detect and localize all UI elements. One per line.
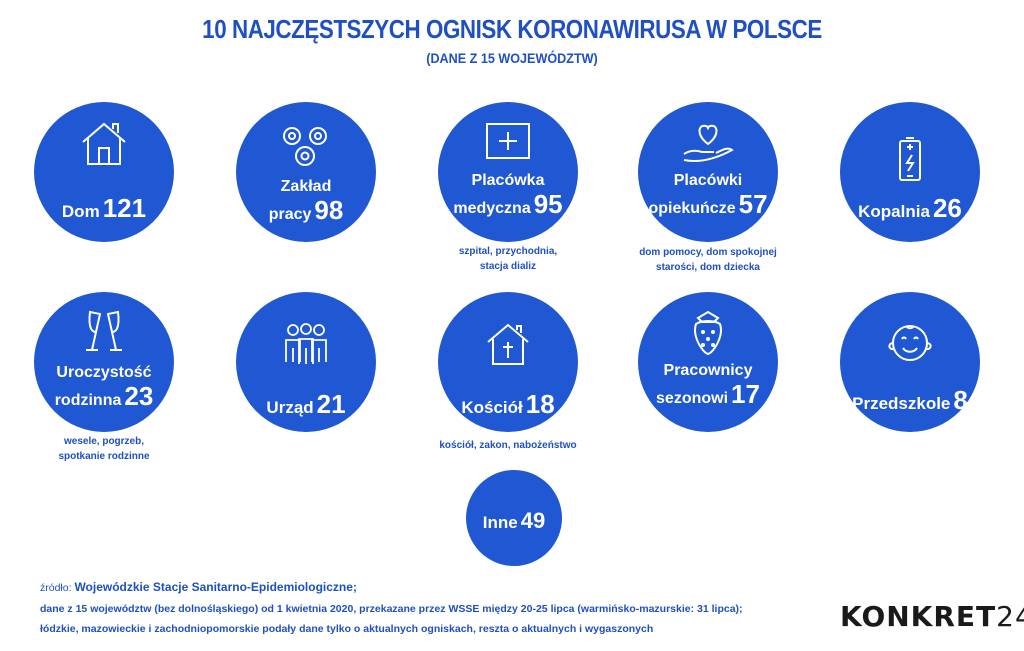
note-uroczystosc-rodzinna: wesele, pogrzeb, spotkanie rodzinne	[58, 436, 150, 462]
church-icon	[487, 323, 529, 365]
value: 26	[932, 193, 962, 223]
label-line-1: Zakład	[280, 178, 332, 195]
label-line-1: Uroczystość	[56, 364, 152, 381]
value: 8	[953, 385, 968, 415]
circle-inne: Inne 49	[466, 470, 562, 566]
footer-line-2: dane z 15 województw (bez dolnośląskiego…	[40, 603, 743, 615]
circle-urzad: Urząd 21	[236, 292, 376, 432]
label: Dom	[61, 202, 100, 221]
champagne-glasses-icon	[86, 310, 122, 351]
source-prefix: źródło:	[40, 582, 72, 594]
circle-dom: Dom 121	[34, 102, 174, 242]
label-line-2: sezonowi	[656, 390, 729, 408]
circle-przedszkole: Przedszkole 8	[840, 292, 980, 432]
source-name: Wojewódzkie Stacje Sanitarno-Epidemiolog…	[74, 580, 357, 594]
note-placowki-opiekuncze: dom pomocy, dom spokojnej starości, dom d…	[639, 247, 777, 273]
value: 121	[102, 193, 147, 223]
label: Urząd	[266, 398, 314, 417]
label-line-1: Pracownicy	[663, 362, 753, 379]
value: 49	[520, 508, 546, 533]
note-kosciol: kościół, zakon, nabożeństwo	[439, 440, 577, 451]
medical-cross-icon	[486, 123, 530, 159]
konkret24-logo: KONKRET24	[840, 600, 1024, 633]
child-face-icon	[888, 325, 932, 361]
label-line-2: pracy	[268, 206, 312, 224]
heart-hand-icon	[683, 124, 734, 162]
circle-zaklad-pracy: Zakład pracy 98	[236, 102, 376, 242]
circle-kopalnia: Kopalnia 26	[840, 102, 980, 242]
circle-kosciol: Kościół 18	[438, 292, 578, 432]
value: 57	[738, 189, 768, 220]
value: 18	[525, 389, 555, 419]
value: 21	[316, 389, 346, 419]
footer-source: źródło: Wojewódzkie Stacje Sanitarno-Epi…	[40, 580, 357, 594]
label-line-2: opiekuńcze	[648, 200, 736, 218]
label-line-1: Placówka	[471, 172, 545, 189]
page-subtitle: (DANE Z 15 WOJEWÓDZTW)	[426, 50, 598, 66]
people-icon	[285, 323, 327, 364]
circle-pracownicy-sezonowi: Pracownicy sezonowi 17	[638, 292, 778, 432]
house-icon	[82, 122, 126, 165]
strawberry-icon	[694, 310, 722, 356]
label: Kościół	[461, 398, 523, 417]
circle-placowki-opiekuncze: Placówki opiekuńcze 57	[638, 102, 778, 242]
battery-icon	[899, 137, 921, 181]
value: 98	[314, 195, 344, 226]
value: 23	[124, 381, 154, 412]
gears-icon	[283, 127, 327, 166]
value: 95	[533, 189, 563, 220]
label-line-2: medyczna	[453, 200, 531, 218]
label-line-2: rodzinna	[54, 392, 122, 410]
label-line-1: Placówki	[673, 172, 743, 189]
circle-uroczystosc-rodzinna: Uroczystość rodzinna 23	[34, 292, 174, 432]
label: Inne	[482, 513, 518, 532]
page-title: 10 NAJCZĘSTSZYCH OGNISK KORONAWIRUSA W P…	[202, 14, 822, 44]
circle-placowka-medyczna: Placówka medyczna 95	[438, 102, 578, 242]
value: 17	[731, 379, 760, 410]
label: Kopalnia	[858, 202, 930, 221]
label: Przedszkole	[852, 394, 951, 413]
footer-line-3: łódzkie, mazowieckie i zachodniopomorski…	[40, 623, 654, 635]
note-placowka-medyczna: szpital, przychodnia, stacja dializ	[458, 246, 558, 272]
